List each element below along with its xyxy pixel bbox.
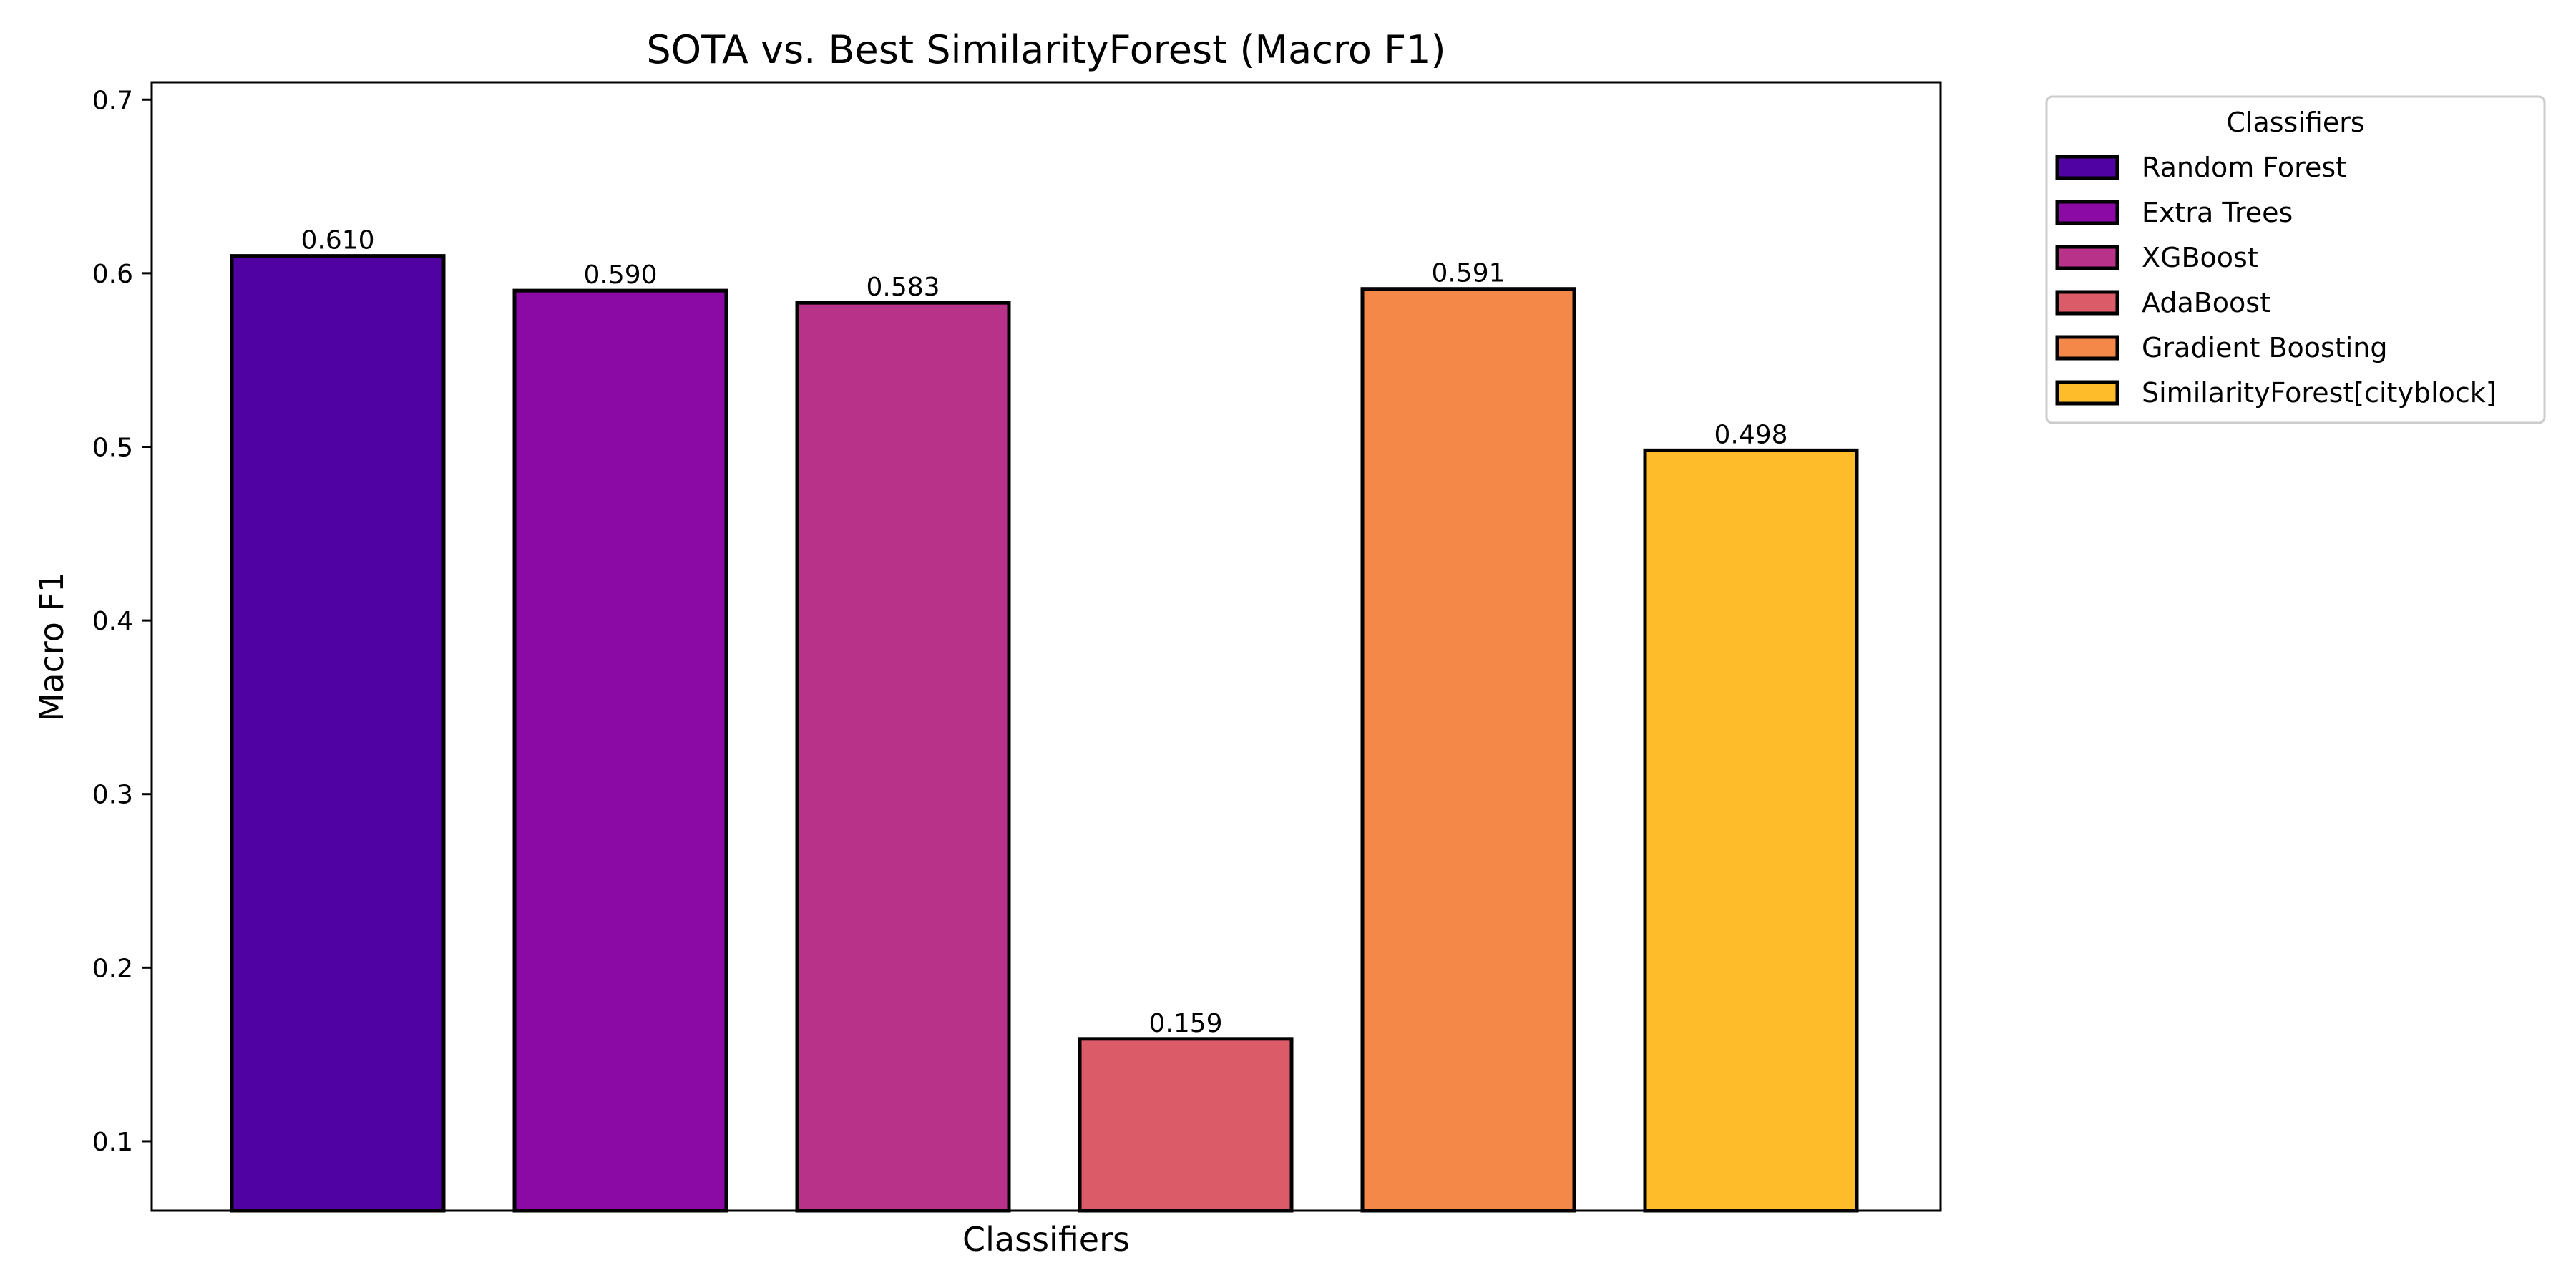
y-tick-label: 0.2 xyxy=(92,954,133,983)
legend-entry-label: SimilarityForest[cityblock] xyxy=(2142,377,2497,409)
bar-value-label: 0.583 xyxy=(866,273,940,302)
legend-entry-label: Extra Trees xyxy=(2142,197,2293,228)
legend-swatch xyxy=(2055,155,2119,180)
legend: Classifiers Random Forest Extra Trees XGBo… xyxy=(2045,95,2546,424)
plot-area: 0.610 0.590 0.583 0.159 0.591 0.498 xyxy=(230,226,1859,1213)
x-axis-label: Classifiers xyxy=(962,1220,1130,1259)
y-tick-label: 0.3 xyxy=(92,781,133,810)
legend-title: Classifiers xyxy=(2226,107,2364,138)
y-tick-label: 0.4 xyxy=(92,607,133,636)
legend-items: Random Forest Extra Trees XGBoost AdaBoost G… xyxy=(2055,152,2497,409)
bar-value-label: 0.610 xyxy=(301,226,374,255)
chart-title: SOTA vs. Best SimilarityForest (Macro F1… xyxy=(646,27,1445,72)
bar-value-label: 0.498 xyxy=(1714,420,1787,449)
legend-swatch xyxy=(2055,380,2119,406)
y-axis: 0.1 0.2 0.3 0.4 0.5 0.6 0.7 xyxy=(92,86,152,1157)
bar xyxy=(512,288,728,1213)
plot-frame xyxy=(150,81,1942,1212)
legend-entry-label: Gradient Boosting xyxy=(2142,332,2388,364)
legend-box xyxy=(2045,95,2546,424)
y-tick-label: 0.1 xyxy=(92,1128,133,1157)
y-tick-label: 0.5 xyxy=(92,433,133,462)
legend-swatch xyxy=(2055,290,2119,316)
legend-swatch xyxy=(2055,335,2119,361)
bar xyxy=(1360,287,1576,1213)
bar-value-label: 0.591 xyxy=(1431,259,1505,288)
bar-value-label: 0.159 xyxy=(1148,1009,1222,1038)
legend-swatch xyxy=(2055,245,2119,270)
bar xyxy=(795,301,1011,1213)
y-tick-label: 0.6 xyxy=(92,260,133,289)
legend-entry-label: Random Forest xyxy=(2142,152,2346,183)
legend-entry-label: AdaBoost xyxy=(2142,287,2270,318)
bar xyxy=(1643,448,1859,1213)
bar xyxy=(230,254,446,1213)
bar xyxy=(1078,1037,1294,1213)
y-tick-label: 0.7 xyxy=(92,86,133,115)
bar-value-label: 0.590 xyxy=(583,260,657,290)
y-axis-label: Macro F1 xyxy=(32,572,71,722)
legend-swatch xyxy=(2055,200,2119,225)
legend-entry-label: XGBoost xyxy=(2142,242,2258,273)
